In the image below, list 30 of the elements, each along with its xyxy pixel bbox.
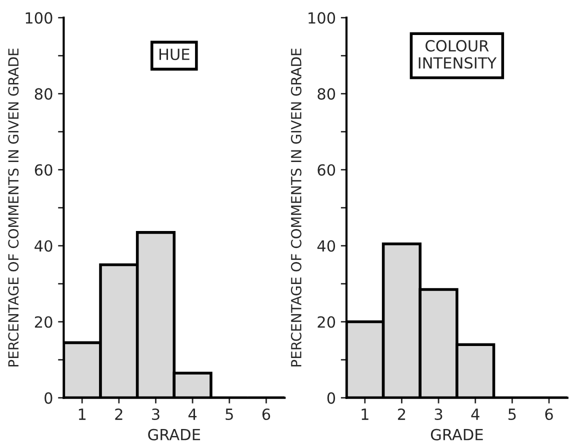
x-tick-label: 3 — [152, 408, 160, 420]
text: HUE — [159, 48, 190, 60]
y-tick-label: 0 — [44, 392, 52, 404]
x-tick-label: 3 — [434, 408, 442, 420]
x-axis-title: GRADE — [430, 428, 483, 440]
x-tick-label: 1 — [78, 408, 86, 420]
y-tick-label: 100 — [308, 12, 336, 24]
y-axis-title: PERCENTAGE OF COMMENTS IN GIVEN GRADE — [290, 48, 302, 366]
y-tick-label: 60 — [318, 164, 336, 176]
y-axis-title: PERCENTAGE OF COMMENTS IN GIVEN GRADE — [8, 48, 19, 366]
x-tick-label: 2 — [398, 408, 406, 420]
y-tick-label: 20 — [318, 316, 336, 328]
x-tick-label: 1 — [362, 408, 368, 420]
y-tick-label: 60 — [34, 164, 52, 176]
x-tick-label: 2 — [115, 408, 122, 420]
x-tick-label: 5 — [226, 408, 233, 420]
y-tick-label: 100 — [26, 12, 52, 24]
y-tick-label: 40 — [34, 240, 52, 252]
y-tick-label: 0 — [327, 392, 336, 404]
y-tick-label: 80 — [318, 88, 336, 100]
y-tick-label: 80 — [34, 88, 52, 100]
text: COLOUR INTENSITY — [418, 40, 497, 69]
x-tick-label: 5 — [508, 408, 516, 420]
x-tick-label: 6 — [545, 408, 553, 420]
x-tick-label: 4 — [471, 408, 480, 420]
y-tick-label: 20 — [34, 316, 52, 328]
x-axis-title: GRADE — [148, 428, 200, 440]
x-tick-label: 4 — [188, 408, 197, 420]
x-tick-label: 6 — [262, 408, 270, 420]
y-tick-label: 40 — [317, 240, 336, 252]
